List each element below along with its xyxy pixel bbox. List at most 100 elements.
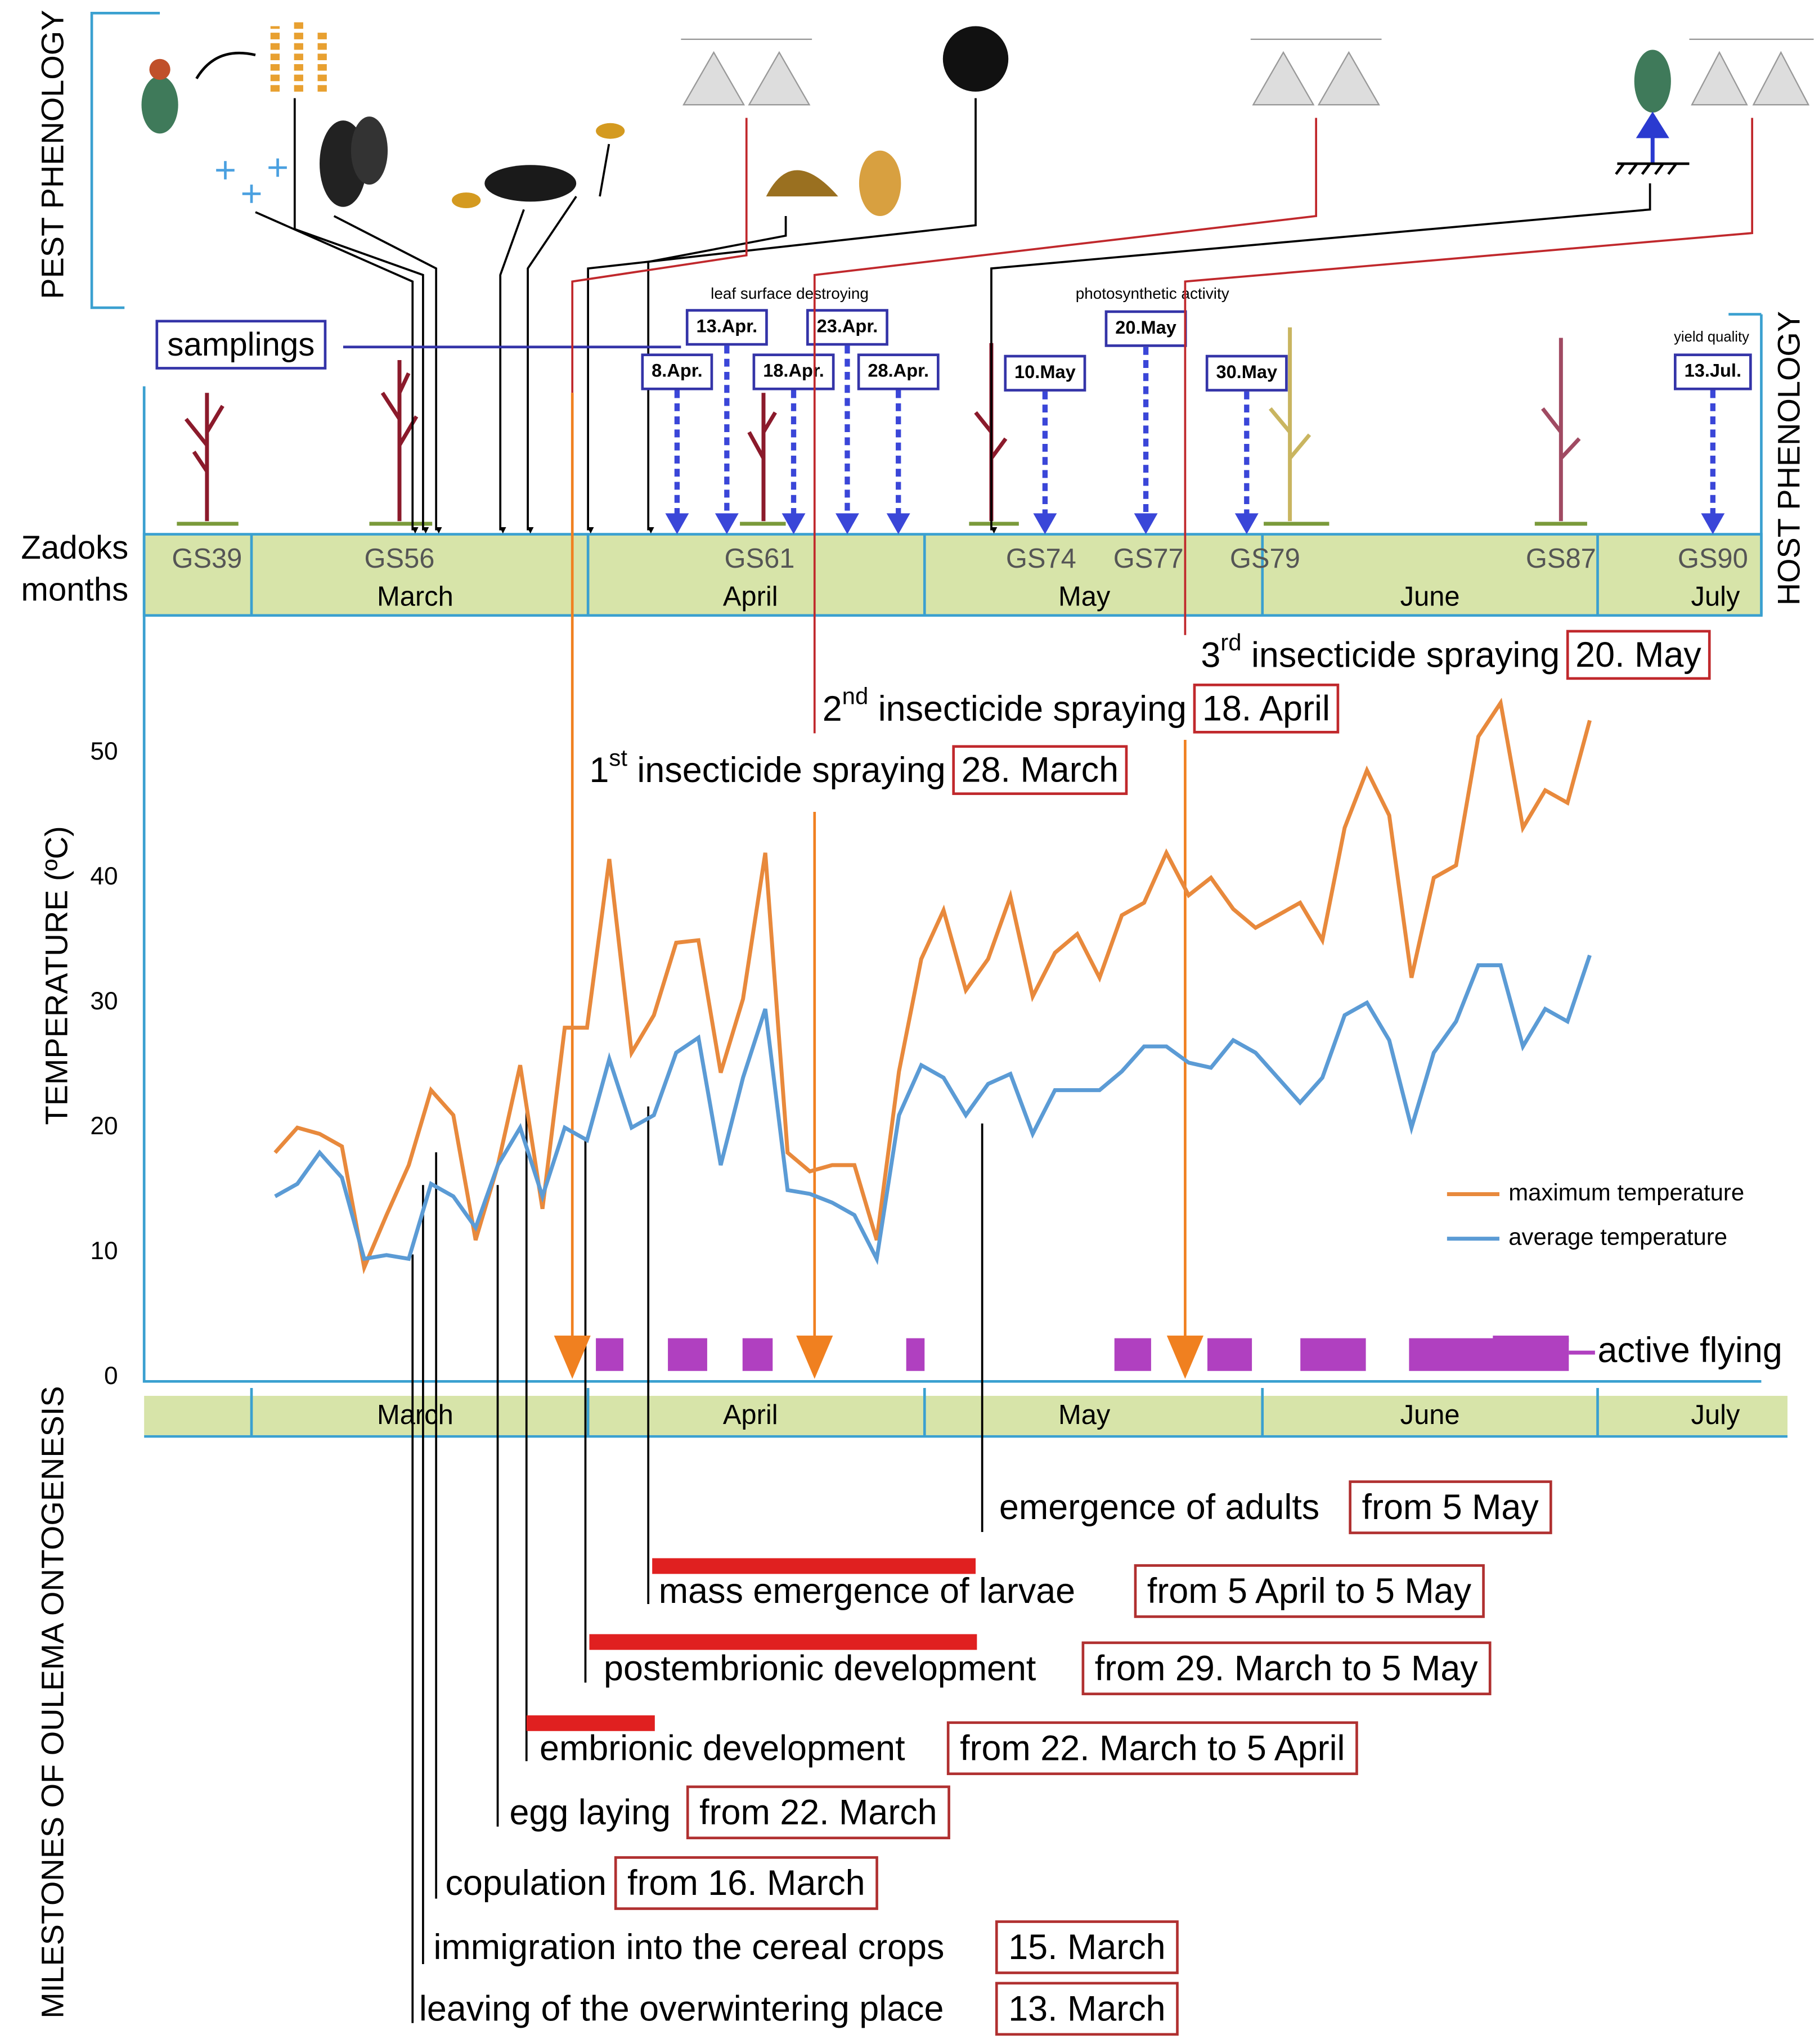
- sampling-arrowhead: [782, 513, 806, 534]
- date-box: [1081, 1641, 1492, 1696]
- spraying-date: 20. May: [1575, 635, 1701, 675]
- sampling-box: [806, 309, 888, 346]
- ordinal-suffix: nd: [842, 683, 869, 709]
- legend-label: maximum temperature: [1508, 1179, 1744, 1206]
- pest-link: [333, 215, 442, 534]
- milestone-period: from 22. March to 5 April: [960, 1728, 1345, 1768]
- sampling-arrowhead: [1701, 513, 1725, 534]
- date-box: [995, 1920, 1179, 1974]
- milestone-event: postembrionic development: [604, 1648, 1036, 1688]
- sampling-box: [1004, 354, 1086, 392]
- sprayer-icon: [681, 38, 812, 106]
- growth-stage: GS61: [725, 543, 795, 574]
- date-box: [1193, 684, 1340, 734]
- plant: [380, 360, 419, 522]
- side-label: MILESTONES OF OULEMA ONTOGENESIS: [35, 1386, 70, 2018]
- milestone-event: leaving of the overwintering place: [419, 1989, 944, 2028]
- y-tick-label: 40: [90, 862, 118, 890]
- milestone-period: from 5 May: [1362, 1488, 1539, 1527]
- spray-link: [813, 118, 1318, 734]
- pest-link: [599, 143, 610, 197]
- date-box: [946, 1721, 1358, 1776]
- mating-beetles-icon: [351, 116, 388, 185]
- flying-period: [1300, 1338, 1366, 1371]
- milestone-period: from 22. March: [699, 1793, 937, 1832]
- note: yield quality: [1674, 329, 1749, 345]
- spraying-text: insecticide spraying: [1242, 635, 1560, 675]
- y-tick-label: 20: [90, 1112, 118, 1140]
- month-label: July: [1691, 1400, 1740, 1430]
- date-box: [686, 1785, 950, 1840]
- ordinal-suffix: rd: [1220, 629, 1241, 655]
- sampling-box: [1674, 353, 1752, 390]
- spraying-text: insecticide spraying: [627, 751, 946, 790]
- plant: [184, 393, 224, 522]
- beetle-icon: [1634, 50, 1671, 113]
- milestone-period: from 16. March: [627, 1863, 865, 1903]
- beetle-icon: [141, 75, 178, 134]
- spraying-date: 28. March: [962, 751, 1119, 790]
- flying-period: [596, 1338, 623, 1371]
- month-label: April: [723, 1400, 778, 1430]
- month-label: May: [1058, 1400, 1111, 1430]
- host-bracket: [142, 313, 1763, 1383]
- ordinal-suffix: st: [609, 744, 627, 771]
- pest-link: [647, 216, 787, 534]
- month-label: March: [377, 582, 453, 612]
- sampling-arrowhead: [1234, 513, 1259, 534]
- y-tick-label: 50: [90, 738, 118, 765]
- milestone-period: from 5 April to 5 May: [1147, 1571, 1472, 1611]
- growth-stage: GS56: [365, 543, 435, 574]
- egg-icon: [596, 123, 625, 139]
- sampling-date: 30.May: [1216, 362, 1277, 382]
- damage-icon: [942, 26, 1009, 92]
- legend-label: average temperature: [1508, 1224, 1727, 1250]
- pest-link: [499, 209, 525, 534]
- sampling-date: 20.May: [1115, 317, 1176, 338]
- side-label: PEST PHENOLOGY: [35, 10, 70, 299]
- milestone-period: from 29. March to 5 May: [1095, 1648, 1478, 1688]
- date-box: [1566, 630, 1711, 680]
- growth-stage: GS74: [1006, 543, 1076, 574]
- pest-icons: [141, 19, 1814, 217]
- sampling-box: [641, 353, 713, 390]
- side-label: HOST PHENOLOGY: [1771, 311, 1807, 605]
- larva-icon: [766, 170, 838, 197]
- upper-band: [142, 533, 1763, 617]
- spray-arrowhead: [554, 1335, 591, 1379]
- active-flying-label: active flying: [1598, 1331, 1782, 1370]
- sampling-arrowhead: [715, 513, 739, 534]
- wheat-icon: [270, 19, 327, 92]
- flying-period: [1493, 1335, 1569, 1342]
- sampling-arrowhead: [1134, 513, 1158, 534]
- sampling-date: 10.May: [1014, 362, 1076, 382]
- flying-period: [742, 1338, 773, 1371]
- pupa-icon: [859, 150, 901, 217]
- month-label: June: [1400, 582, 1460, 612]
- growth-stage: GS77: [1113, 543, 1184, 574]
- y-axis-title: TEMPERATURE (ºC): [39, 826, 74, 1125]
- pest-link: [990, 183, 1651, 534]
- month-label: June: [1400, 1400, 1460, 1430]
- spraying-date: 18. April: [1202, 689, 1330, 728]
- spraying-label: 3rd insecticide spraying: [1201, 629, 1560, 675]
- sampling-box: [1205, 354, 1288, 392]
- sampling-date: 13.Jul.: [1685, 361, 1741, 381]
- beetle-head: [149, 59, 170, 80]
- spraying-label: 1st insecticide spraying: [589, 744, 945, 790]
- milestone-event: emergence of adults: [999, 1488, 1319, 1527]
- pest-link: [587, 98, 977, 534]
- flying-period: [668, 1338, 707, 1371]
- pest-link: [527, 196, 577, 534]
- milestone-event: embrionic development: [540, 1728, 905, 1768]
- samplings-label: samplings: [167, 326, 315, 363]
- note: photosynthetic activity: [1076, 285, 1229, 302]
- note: leaf surface destroying: [711, 285, 869, 302]
- date-box: [952, 745, 1128, 796]
- growth-stage: GS87: [1526, 543, 1596, 574]
- flight-arrow: [1636, 111, 1669, 164]
- sampling-box: [685, 309, 768, 346]
- y-tick-label: 30: [90, 987, 118, 1015]
- bands: [142, 533, 1787, 1437]
